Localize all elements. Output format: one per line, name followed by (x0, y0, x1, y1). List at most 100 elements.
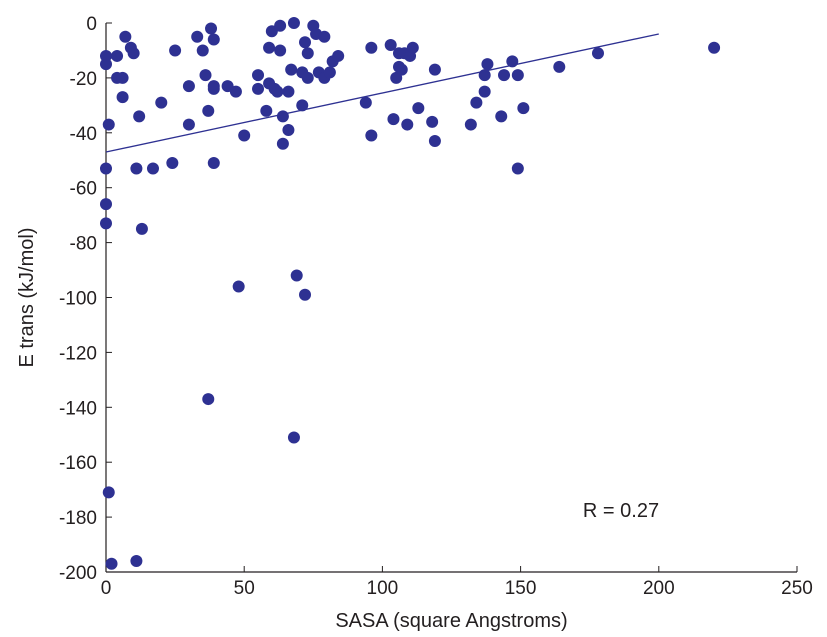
data-point (102, 486, 115, 499)
data-point (202, 104, 215, 117)
chart-ticks: 0 50 100 150 200 250 0 -20 -40 -60 -80 -100 -120 -140… (59, 14, 813, 599)
data-point (119, 30, 132, 43)
data-point (207, 33, 220, 46)
data-point (146, 162, 159, 175)
data-point (252, 69, 265, 82)
data-point (100, 198, 112, 211)
data-point (384, 38, 397, 51)
data-point (464, 118, 477, 131)
data-point (365, 41, 378, 54)
data-point (207, 82, 220, 95)
data-point (116, 91, 129, 104)
data-point (276, 110, 289, 123)
data-point (481, 58, 494, 71)
x-tick-label: 100 (367, 578, 399, 599)
y-tick-label: -80 (70, 234, 97, 255)
data-point (263, 41, 276, 54)
data-point (511, 69, 524, 82)
data-point (428, 63, 441, 76)
data-point (276, 137, 289, 150)
data-point (406, 41, 419, 54)
data-point (135, 222, 148, 235)
data-point (102, 118, 115, 131)
data-point (395, 63, 408, 76)
data-point (130, 162, 143, 175)
data-point (127, 47, 140, 60)
data-point (365, 129, 378, 142)
data-point (100, 49, 112, 62)
data-point (155, 96, 168, 109)
chart-fit-line (105, 33, 659, 153)
data-point (359, 96, 372, 109)
data-point (287, 17, 300, 29)
data-point (169, 44, 182, 57)
data-point (282, 124, 295, 137)
data-point (426, 115, 439, 128)
data-point (166, 156, 179, 169)
data-point (301, 47, 314, 60)
x-tick-label: 0 (101, 578, 112, 599)
data-point (287, 431, 300, 444)
data-point (708, 41, 721, 54)
data-point (111, 49, 124, 62)
data-point (401, 118, 414, 131)
data-point (301, 71, 314, 84)
data-point (182, 80, 195, 93)
data-point (290, 269, 303, 282)
y-tick-label: -180 (59, 508, 97, 529)
x-tick-label: 50 (234, 578, 255, 599)
data-point (517, 102, 530, 115)
y-tick-label: -200 (59, 563, 97, 584)
x-tick-label: 200 (643, 578, 675, 599)
data-point (229, 85, 242, 98)
data-point (252, 82, 265, 95)
data-point (274, 44, 287, 57)
y-tick-label: -60 (70, 179, 97, 200)
data-point (498, 69, 511, 82)
data-point (232, 280, 245, 293)
data-point (182, 118, 195, 131)
data-point (495, 110, 508, 123)
data-point (299, 36, 312, 49)
data-point (199, 69, 212, 82)
y-tick-label: -160 (59, 453, 97, 474)
y-tick-label: -40 (70, 124, 97, 145)
data-point (196, 44, 209, 57)
data-point (478, 85, 491, 98)
y-tick-label: -120 (59, 343, 97, 364)
data-point (202, 393, 215, 406)
data-point (387, 113, 400, 126)
data-point (299, 288, 312, 301)
data-point (205, 22, 218, 35)
data-point (100, 58, 112, 71)
data-point (271, 85, 284, 98)
data-point (470, 96, 483, 109)
x-tick-label: 250 (781, 578, 813, 599)
data-point (282, 85, 295, 98)
chart-points (100, 17, 721, 570)
data-point (100, 162, 112, 175)
data-point (130, 555, 143, 568)
data-point (318, 30, 331, 43)
y-tick-label: -100 (59, 289, 97, 310)
y-tick-label: -140 (59, 398, 97, 419)
data-point (191, 30, 204, 43)
correlation-annotation: R = 0.27 (583, 500, 659, 522)
data-point (323, 66, 336, 79)
data-point (412, 102, 425, 115)
data-point (296, 99, 309, 112)
y-axis-label: E trans (kJ/mol) (16, 227, 38, 367)
data-point (260, 104, 273, 117)
data-point (428, 135, 441, 148)
data-point (591, 47, 604, 60)
x-tick-label: 150 (505, 578, 537, 599)
y-tick-label: -20 (70, 69, 97, 90)
data-point (238, 129, 251, 142)
y-tick-label: 0 (86, 14, 97, 35)
data-point (553, 60, 566, 73)
data-point (133, 110, 146, 123)
data-point (285, 63, 298, 76)
x-axis-label: SASA (square Angstroms) (335, 610, 567, 632)
data-point (100, 217, 112, 230)
